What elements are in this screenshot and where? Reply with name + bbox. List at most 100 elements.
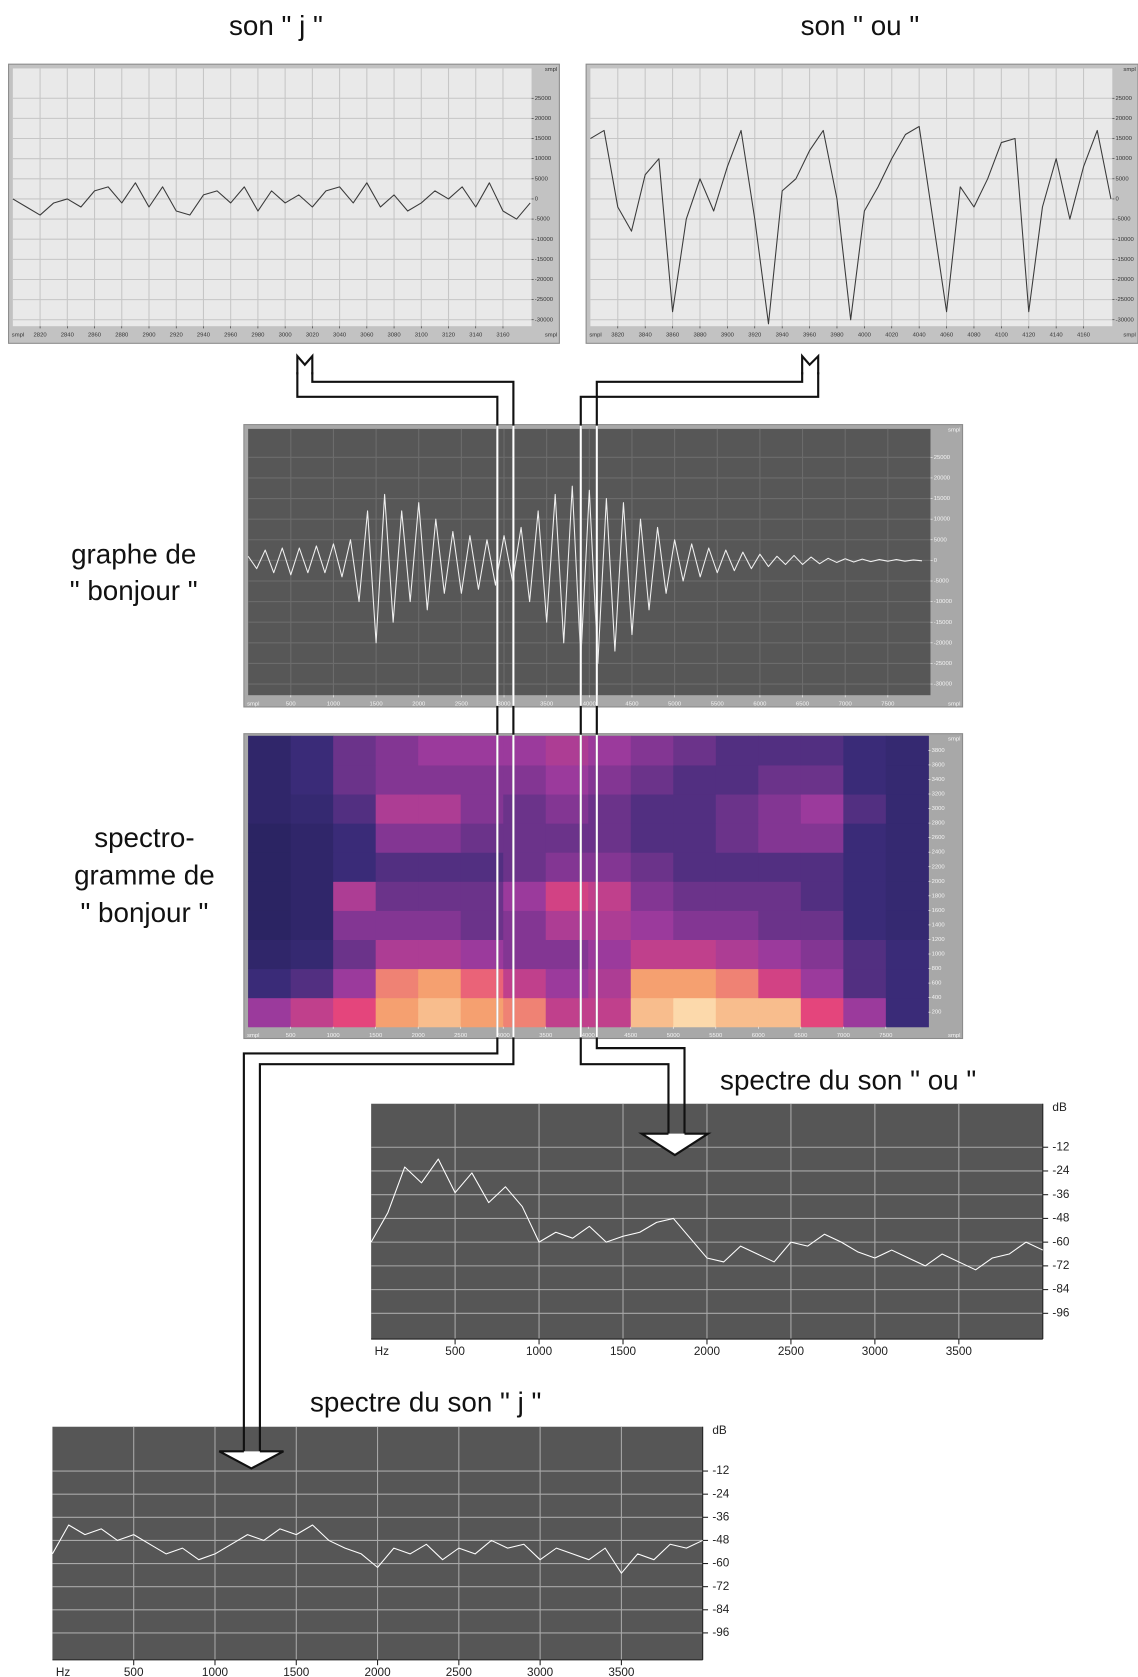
x-tick-label: 3000 [862, 1345, 889, 1358]
axis-unit: smpl [12, 332, 24, 338]
heatmap-cell [418, 998, 461, 1028]
heatmap-cell [588, 852, 631, 882]
x-tick-label: 2000 [694, 1345, 721, 1358]
heatmap-cell [546, 969, 589, 999]
heatmap-cell [886, 823, 929, 853]
x-tick-label: 3840 [639, 332, 653, 338]
heatmap-cell [631, 794, 674, 824]
y-tick-label: 20000 [934, 475, 951, 481]
x-tick-label: 2500 [778, 1345, 805, 1358]
y-tick-label: 20000 [535, 116, 552, 122]
heatmap-cell [716, 765, 759, 795]
x-tick-label: 4100 [995, 332, 1009, 338]
heatmap-cell [758, 765, 801, 795]
x-tick-label: 4500 [625, 701, 639, 707]
y-tick-label: 5000 [934, 537, 948, 543]
y-tick-label: 600 [932, 981, 943, 987]
heatmap-cell [886, 765, 929, 795]
x-tick-label: 1000 [202, 1666, 229, 1677]
heatmap-cell [886, 881, 929, 911]
heatmap-cell [333, 910, 376, 940]
heatmap-cell [376, 794, 419, 824]
heatmap-cell [673, 852, 716, 882]
x-tick-label: 6500 [794, 1033, 808, 1039]
heatmap-cell [716, 794, 759, 824]
heatmap-cell [248, 939, 291, 969]
heatmap-cell [801, 765, 844, 795]
x-tick-label: 5500 [709, 1033, 723, 1039]
heatmap-cell [418, 852, 461, 882]
heatmap-cell [631, 823, 674, 853]
chart-title: " bonjour " [70, 575, 198, 606]
heatmap-cell [291, 939, 334, 969]
heatmap-cell [801, 852, 844, 882]
x-tick-label: 4160 [1077, 332, 1091, 338]
heatmap-cell [418, 910, 461, 940]
y-tick-label: 5000 [1116, 176, 1130, 182]
heatmap-cell [248, 736, 291, 766]
y-tick-label: 2200 [932, 864, 946, 870]
x-tick-label: 4000 [858, 332, 872, 338]
axis-unit: smpl [1123, 332, 1135, 338]
heatmap-cell [503, 939, 546, 969]
y-tick-label: 1200 [932, 937, 946, 943]
heatmap-cell [248, 765, 291, 795]
x-tick-label: 2500 [454, 1033, 468, 1039]
heatmap-cell [503, 998, 546, 1028]
y-tick-label: -30000 [1116, 317, 1135, 323]
y-tick-label: 1400 [932, 922, 946, 928]
x-tick-label: 3040 [333, 332, 347, 338]
x-tick-label: 4080 [967, 332, 981, 338]
heatmap-cell [333, 969, 376, 999]
heatmap-cell [588, 823, 631, 853]
y-tick-label: 15000 [1116, 136, 1133, 142]
y-tick-label: -20000 [1116, 277, 1135, 283]
heatmap-cell [376, 736, 419, 766]
heatmap-cell [758, 794, 801, 824]
heatmap-cell [418, 939, 461, 969]
heatmap-cell [758, 969, 801, 999]
heatmap-cell [588, 969, 631, 999]
heatmap-cell [376, 765, 419, 795]
x-tick-label: 1500 [370, 701, 384, 707]
x-tick-label: 500 [286, 701, 297, 707]
y-tick-label: -72 [1052, 1259, 1069, 1272]
heatmap-cell [376, 852, 419, 882]
heatmap-cell [248, 969, 291, 999]
heatmap-cell [843, 939, 886, 969]
heatmap-cell [376, 823, 419, 853]
heatmap-cell [758, 736, 801, 766]
y-tick-label: -10000 [934, 599, 953, 605]
heatmap-cell [291, 765, 334, 795]
heatmap-cell [418, 881, 461, 911]
y-tick-label: -60 [1052, 1235, 1069, 1248]
heatmap-cell [503, 794, 546, 824]
heatmap-cell [248, 910, 291, 940]
heatmap-cell [886, 736, 929, 766]
x-tick-label: 500 [124, 1666, 144, 1677]
x-tick-label: 2960 [224, 332, 238, 338]
heatmap-cell [333, 823, 376, 853]
y-tick-label: -84 [1052, 1283, 1069, 1296]
y-tick-label: -10000 [1116, 237, 1135, 243]
x-tick-label: 4060 [940, 332, 954, 338]
x-tick-label: 1500 [369, 1033, 383, 1039]
y-tick-label: 25000 [535, 96, 552, 102]
heatmap-cell [716, 881, 759, 911]
heatmap-cell [503, 765, 546, 795]
heatmap-cell [673, 939, 716, 969]
y-tick-label: -5000 [934, 579, 950, 585]
heatmap-cell [333, 998, 376, 1028]
y-tick-label: 1600 [932, 908, 946, 914]
y-tick-label: -15000 [535, 257, 554, 263]
heatmap-cell [673, 998, 716, 1028]
x-tick-label: 2920 [170, 332, 184, 338]
heatmap-cell [801, 969, 844, 999]
plot-area [590, 68, 1112, 326]
heatmap-cell [333, 881, 376, 911]
x-tick-label: 3960 [803, 332, 817, 338]
x-tick-label: 4000 [582, 1033, 596, 1039]
y-tick-label: -30000 [934, 682, 953, 688]
heatmap-cell [248, 998, 291, 1028]
x-tick-label: 3500 [946, 1345, 973, 1358]
